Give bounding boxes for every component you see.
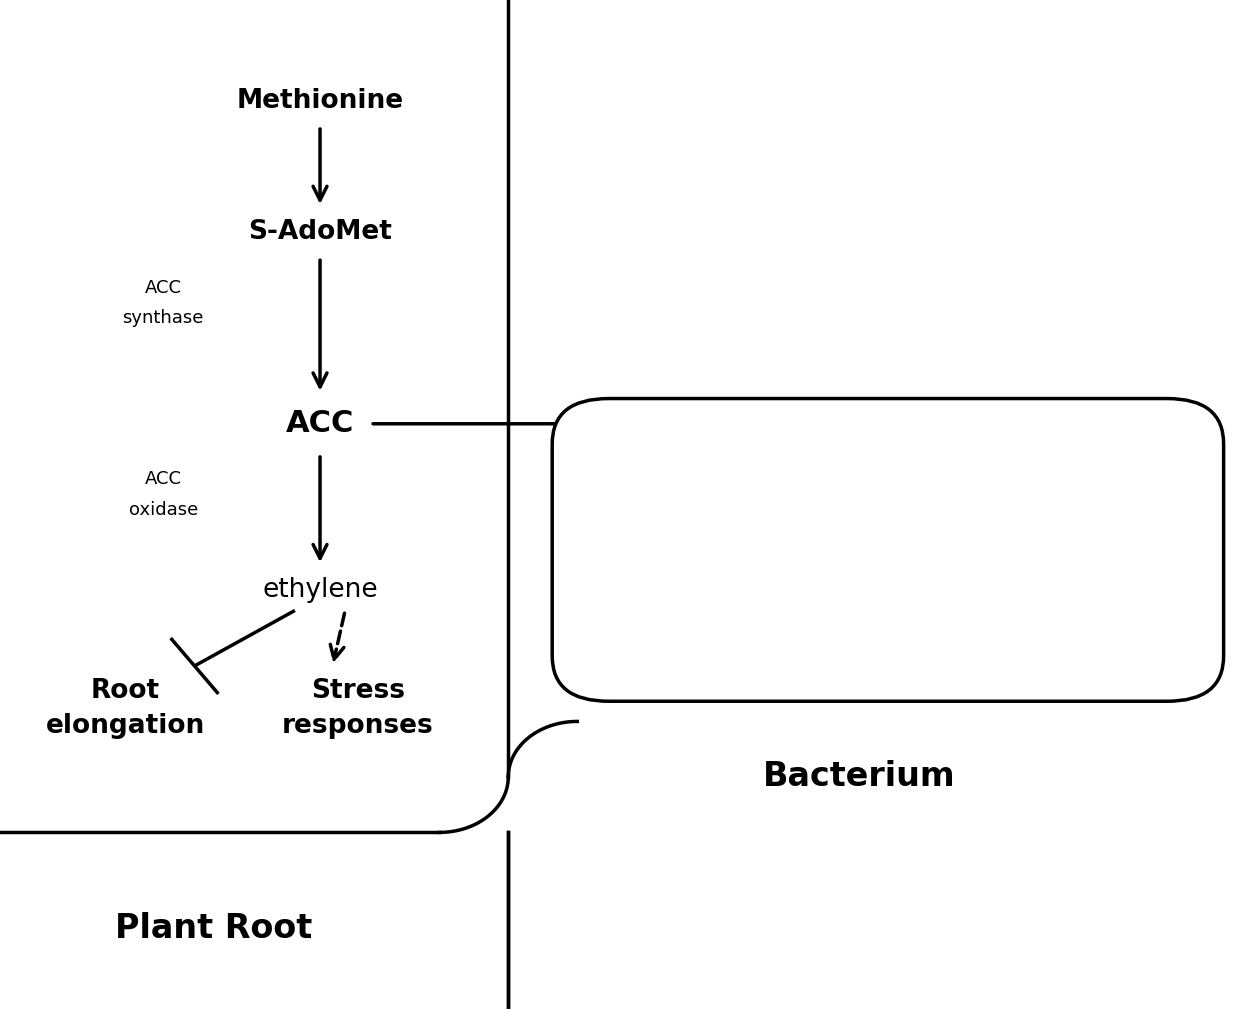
Text: ACC: ACC [286, 410, 354, 438]
Text: synthase: synthase [123, 309, 203, 327]
Text: deaminase: deaminase [784, 495, 885, 514]
Text: ACC: ACC [650, 536, 718, 564]
Text: Bacterium: Bacterium [763, 761, 956, 793]
Text: 2-Oxobutanoate: 2-Oxobutanoate [973, 577, 1212, 603]
Text: ACC: ACC [816, 465, 853, 483]
Text: Plant Root: Plant Root [114, 912, 312, 944]
Text: ACC: ACC [144, 470, 182, 488]
Text: elongation: elongation [46, 713, 205, 740]
Text: oxidase: oxidase [128, 500, 198, 519]
Text: Methionine: Methionine [236, 88, 404, 114]
FancyBboxPatch shape [552, 399, 1224, 701]
Text: responses: responses [282, 713, 433, 740]
Text: Root: Root [90, 678, 161, 704]
Text: ethylene: ethylene [262, 577, 378, 603]
Text: Ammonia: Ammonia [973, 491, 1112, 518]
Text: ACC: ACC [144, 278, 182, 297]
Text: Stress: Stress [311, 678, 404, 704]
Text: S-AdoMet: S-AdoMet [248, 219, 392, 245]
